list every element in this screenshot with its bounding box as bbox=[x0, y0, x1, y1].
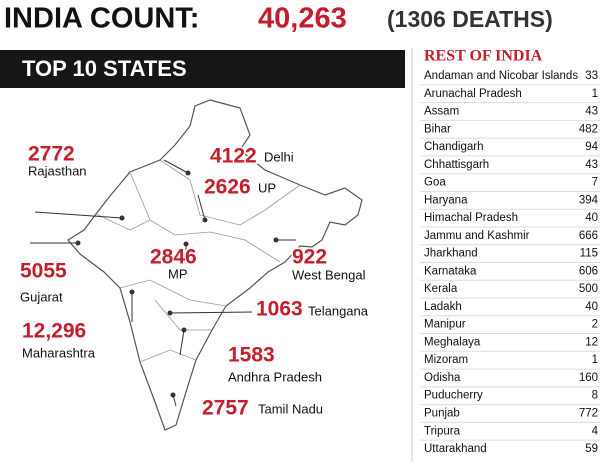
leader-line bbox=[34, 211, 123, 219]
row-value: 7 bbox=[592, 177, 598, 189]
row-name: Chandigarh bbox=[424, 141, 483, 153]
row-value: 115 bbox=[580, 248, 598, 260]
row-value: 59 bbox=[585, 443, 598, 455]
row-name: Himachal Pradesh bbox=[424, 212, 518, 224]
row-value: 8 bbox=[592, 390, 598, 402]
row-value: 394 bbox=[579, 194, 599, 206]
row-value: 772 bbox=[579, 408, 598, 420]
row-value: 4 bbox=[592, 425, 599, 437]
row-name: Jharkhand bbox=[424, 248, 478, 260]
row-name: Tripura bbox=[424, 425, 461, 437]
india-map bbox=[67, 99, 363, 431]
row-value: 40 bbox=[585, 212, 598, 224]
state-name: Gujarat bbox=[20, 289, 63, 304]
row-name: Goa bbox=[424, 177, 446, 189]
row-name: Punjab bbox=[424, 408, 460, 420]
state-name: UP bbox=[258, 180, 276, 195]
state-name: Andhra Pradesh bbox=[228, 369, 322, 384]
state-count: 2772 bbox=[28, 143, 75, 166]
leader-line bbox=[197, 194, 206, 221]
banner-title: TOP 10 STATES bbox=[22, 56, 187, 81]
state-count: 922 bbox=[292, 246, 327, 269]
row-value: 1 bbox=[592, 88, 598, 100]
total: 40,263 bbox=[258, 3, 347, 35]
state-name: Telangana bbox=[308, 303, 369, 318]
row-name: Manipur bbox=[424, 319, 466, 331]
row-name: Arunachal Pradesh bbox=[424, 88, 522, 100]
state-count: 5055 bbox=[20, 260, 67, 283]
title: INDIA COUNT: bbox=[4, 3, 199, 35]
state-count: 1063 bbox=[256, 298, 303, 321]
row-value: 666 bbox=[579, 230, 598, 242]
rest-heading: REST OF INDIA bbox=[424, 48, 543, 65]
leader-line bbox=[169, 311, 253, 314]
row-name: Assam bbox=[424, 106, 459, 118]
state-count: 12,296 bbox=[22, 320, 86, 343]
state-name: West Bengal bbox=[292, 267, 366, 282]
row-value: 43 bbox=[585, 106, 598, 118]
row-name: Ladakh bbox=[424, 301, 462, 313]
row-value: 1 bbox=[592, 354, 598, 366]
row-name: Uttarakhand bbox=[424, 443, 487, 455]
state-count: 2626 bbox=[204, 176, 251, 199]
state-count: 4122 bbox=[210, 145, 257, 168]
state-name: MP bbox=[168, 266, 188, 281]
row-name: Jammu and Kashmir bbox=[424, 230, 530, 242]
leader-line bbox=[163, 159, 189, 174]
banner bbox=[0, 50, 405, 88]
row-value: 160 bbox=[579, 372, 598, 384]
row-value: 482 bbox=[579, 123, 598, 135]
row-value: 40 bbox=[585, 301, 598, 313]
row-name: Haryana bbox=[424, 194, 468, 206]
state-count: 2757 bbox=[202, 397, 249, 420]
row-value: 2 bbox=[592, 319, 598, 331]
row-value: 500 bbox=[579, 283, 598, 295]
row-name: Karnataka bbox=[424, 265, 477, 277]
row-name: Andaman and Nicobar Islands bbox=[424, 70, 578, 82]
row-name: Odisha bbox=[424, 372, 461, 384]
state-count: 2846 bbox=[150, 246, 197, 269]
row-name: Mizoram bbox=[424, 354, 468, 366]
row-value: 606 bbox=[579, 265, 598, 277]
leader-line bbox=[172, 394, 177, 407]
row-value: 33 bbox=[585, 70, 598, 82]
row-value: 12 bbox=[585, 336, 598, 348]
state-name: Rajasthan bbox=[28, 163, 87, 178]
leader-line bbox=[179, 329, 185, 356]
state-count: 1583 bbox=[228, 344, 275, 367]
state-name: Delhi bbox=[264, 149, 294, 164]
state-name: Tamil Nadu bbox=[258, 401, 323, 416]
row-name: Chhattisgarh bbox=[424, 159, 489, 171]
row-name: Meghalaya bbox=[424, 336, 481, 348]
row-value: 94 bbox=[585, 141, 598, 153]
row-value: 43 bbox=[585, 159, 598, 171]
state-name: Maharashtra bbox=[22, 345, 96, 360]
row-name: Kerala bbox=[424, 283, 458, 295]
row-name: Bihar bbox=[424, 123, 451, 135]
state-borders bbox=[95, 159, 301, 363]
deaths: (1306 DEATHS) bbox=[387, 6, 553, 32]
row-name: Puducherry bbox=[424, 390, 483, 402]
